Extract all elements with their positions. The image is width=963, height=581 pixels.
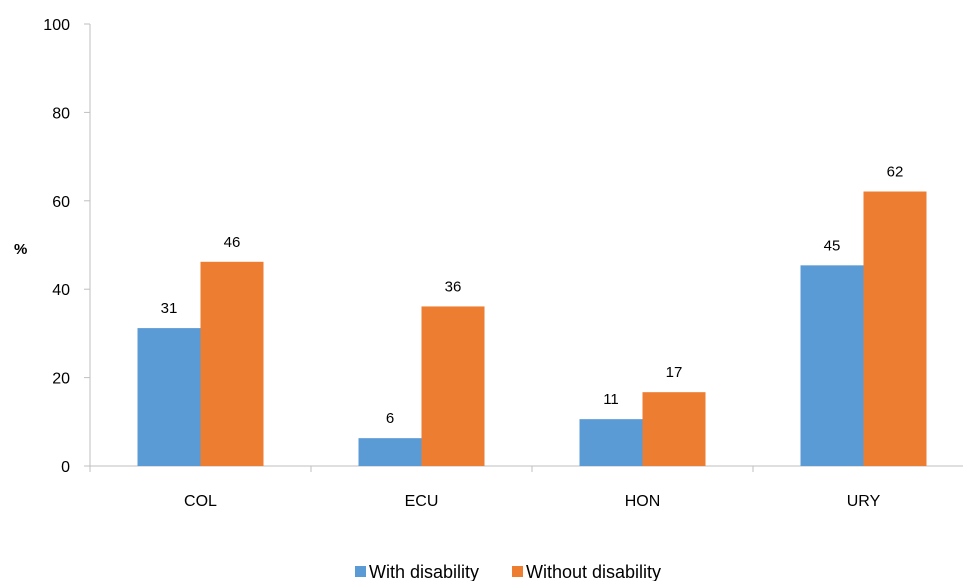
data-label: 11 (603, 391, 619, 408)
bar (137, 328, 201, 466)
x-ticks: COL ECU HON URY (89, 466, 881, 510)
x-tick-label: COL (184, 493, 217, 510)
y-ticks: 0 20 40 60 80 100 (43, 17, 90, 476)
bar (642, 392, 706, 466)
y-tick-label: 0 (61, 459, 70, 476)
legend-swatch (512, 566, 523, 577)
bar (358, 438, 422, 466)
bar (579, 419, 643, 466)
data-label: 62 (887, 164, 904, 181)
data-label: 36 (445, 278, 462, 295)
legend-label: With disability (369, 562, 479, 581)
y-tick-label: 80 (52, 105, 70, 122)
legend: With disability Without disability (355, 562, 661, 581)
bar (200, 261, 264, 466)
y-tick-label: 20 (52, 371, 70, 388)
bar (800, 265, 864, 466)
bar (421, 306, 485, 466)
legend-swatch (355, 566, 366, 577)
x-tick-label: ECU (405, 493, 439, 510)
y-tick-label: 60 (52, 194, 70, 211)
data-label: 17 (666, 364, 683, 381)
x-tick-label: HON (625, 493, 661, 510)
y-tick-label: 100 (43, 17, 70, 34)
y-tick-label: 40 (52, 282, 70, 299)
x-tick-label: URY (847, 493, 881, 510)
data-label: 45 (824, 237, 841, 254)
data-label: 46 (224, 234, 241, 251)
legend-label: Without disability (526, 562, 661, 581)
y-axis-label: % (14, 241, 27, 258)
bars: 31 6 11 45 46 36 17 62 (137, 164, 927, 466)
data-label: 31 (161, 300, 178, 317)
bar (863, 191, 927, 466)
data-label: 6 (386, 410, 394, 427)
